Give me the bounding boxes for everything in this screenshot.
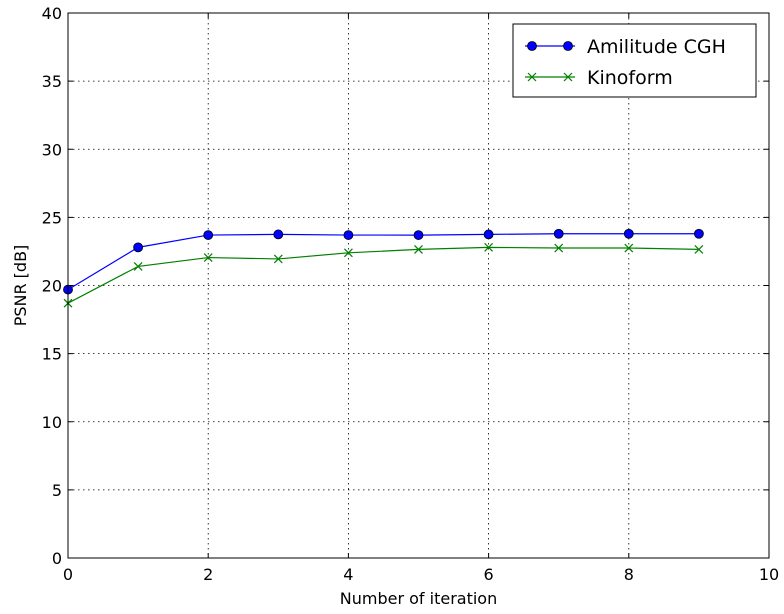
x-tick-label: 2 (203, 565, 213, 584)
data-point (343, 230, 354, 240)
y-tick-label: 15 (42, 345, 62, 364)
data-point (694, 228, 704, 239)
legend-frame (512, 23, 757, 98)
data-point (694, 244, 704, 254)
data-point-stroke (203, 253, 213, 262)
data-point (273, 254, 283, 264)
plot-frame (67, 12, 770, 559)
data-point (484, 242, 494, 252)
x-tick-label: 6 (484, 565, 494, 584)
data-point (203, 253, 213, 262)
x-tick-label: 0 (63, 565, 73, 584)
data-point (203, 230, 214, 240)
data-point (554, 243, 564, 253)
data-point (343, 248, 353, 258)
x-tick-label: 4 (343, 565, 353, 584)
data-point (527, 41, 537, 51)
data-point (133, 262, 143, 271)
data-point-stroke (554, 243, 564, 253)
data-point-stroke (527, 72, 537, 82)
data-point-stroke (484, 242, 494, 252)
series-line (67, 233, 699, 291)
legend-label: Kinoform (587, 67, 673, 89)
y-tick-label: 40 (42, 4, 62, 23)
data-series (63, 228, 704, 308)
data-point (414, 244, 423, 254)
x-tick-label: 8 (624, 565, 634, 584)
y-tick-label: 10 (42, 413, 62, 432)
data-point (413, 230, 424, 240)
data-point-stroke (133, 262, 143, 271)
series-0 (63, 228, 704, 295)
x-axis-label: Number of iteration (340, 589, 497, 608)
data-point-stroke (694, 244, 704, 254)
data-point (273, 229, 284, 240)
data-point (563, 72, 573, 82)
y-axis-label: PSNR [dB] (11, 245, 30, 327)
data-point-stroke (343, 248, 353, 258)
series-line (67, 246, 699, 304)
axis-ticks: 0 2 4 6 8 10 0 5 10 15 20 25 30 35 40 (42, 4, 780, 584)
data-point-stroke (624, 243, 634, 253)
legend-label: Amilitude CGH (587, 36, 726, 58)
data-point (133, 242, 144, 253)
data-point (624, 243, 634, 253)
x-tick-label: 10 (759, 565, 779, 584)
legend: Amilitude CGH Kinoform (512, 23, 757, 98)
data-point-stroke (273, 254, 283, 264)
y-tick-label: 20 (42, 277, 62, 296)
y-tick-label: 5 (52, 481, 62, 500)
data-point (527, 72, 537, 82)
y-tick-label: 30 (42, 140, 62, 159)
data-point (553, 228, 564, 239)
y-tick-label: 35 (42, 72, 62, 91)
series-1 (63, 242, 704, 308)
y-tick-label: 0 (52, 549, 62, 568)
data-point-stroke (414, 244, 423, 254)
y-tick-label: 25 (42, 208, 62, 227)
data-point-stroke (563, 72, 573, 82)
grid (68, 13, 769, 558)
data-point (483, 229, 494, 240)
data-point (623, 228, 634, 239)
data-point (563, 41, 573, 51)
